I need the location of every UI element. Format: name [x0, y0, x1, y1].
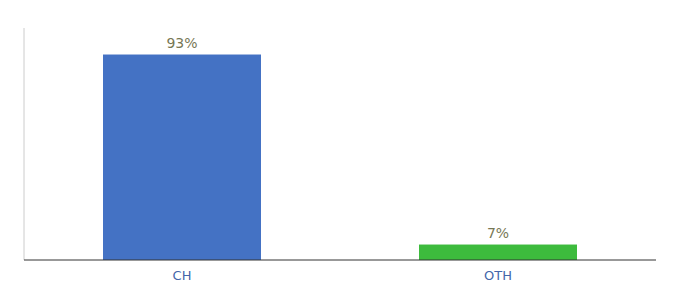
data-label: 93%: [166, 35, 197, 51]
y-axis-line: [24, 28, 25, 260]
data-label: 7%: [487, 225, 509, 241]
chart-container: CH OTH 93% 7%: [0, 0, 680, 300]
x-axis-line: [24, 260, 656, 261]
x-tick-label: CH: [173, 268, 192, 283]
bar: [419, 245, 577, 260]
chart-svg: CH OTH 93% 7%: [0, 0, 680, 300]
x-tick-label: OTH: [484, 268, 512, 283]
bar: [103, 55, 261, 260]
bars: [103, 55, 577, 260]
